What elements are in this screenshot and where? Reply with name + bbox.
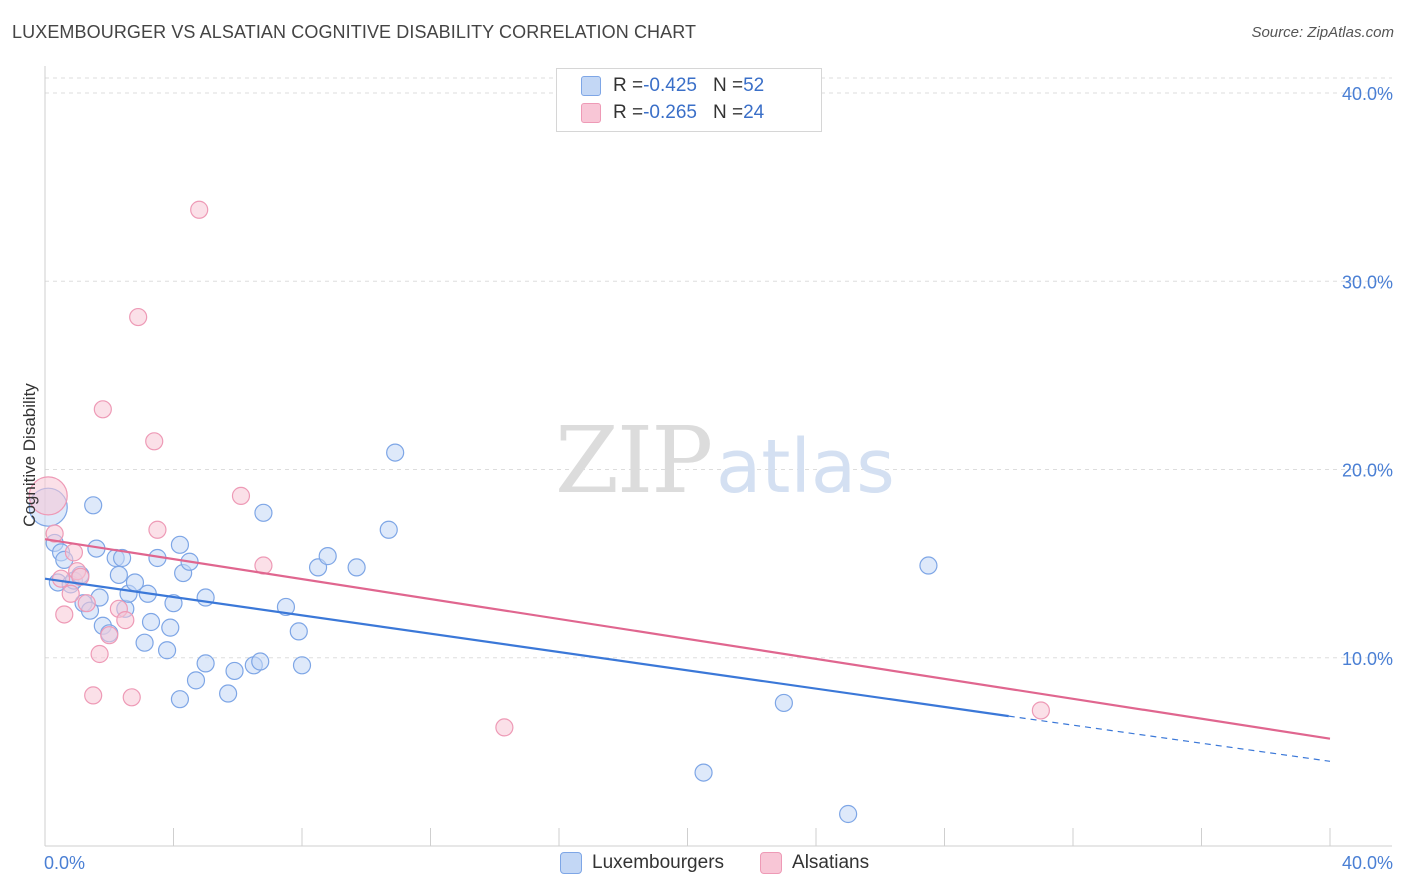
legend-n-value: 52 [743, 75, 765, 96]
luxembourger-point [347, 558, 366, 577]
legend-n-value: 24 [743, 102, 765, 123]
luxembourger-point [379, 520, 398, 539]
legend-swatch-luxembourgers [560, 852, 582, 874]
y-tick-labels: 10.0% 20.0% 30.0% 40.0% [1342, 84, 1393, 669]
luxembourger-point [164, 594, 183, 613]
luxembourger-point [254, 503, 273, 522]
luxembourger-point [318, 547, 337, 566]
legend-swatch-pink [581, 103, 601, 123]
luxembourger-point [774, 693, 793, 713]
legend-swatch-blue [581, 76, 601, 96]
luxembourger-point [161, 618, 180, 637]
alsatian-point [231, 486, 251, 505]
alsatian-point [116, 611, 135, 630]
y-tick-label: 40.0% [1342, 84, 1393, 104]
source-label: Source: ZipAtlas.com [1251, 24, 1394, 41]
trend-line-alsatians [44, 538, 1331, 740]
legend-r-value: -0.265 [643, 102, 697, 123]
trend-line-luxembourgers [44, 577, 1009, 718]
watermark-atlas: atlas [716, 424, 895, 510]
luxembourger-point [84, 496, 103, 515]
alsatian-point [93, 400, 112, 419]
alsatian-point [28, 476, 68, 516]
alsatian-point [84, 686, 103, 705]
y-axis-label: Cognitive Disability [20, 383, 39, 527]
alsatian-point [100, 626, 119, 645]
luxembourger-point [170, 535, 190, 554]
luxembourger-point [289, 622, 308, 641]
x-tick-label: 40.0% [1342, 853, 1393, 873]
alsatian-point [64, 543, 84, 562]
legend-item-luxembourgers[interactable]: Luxembourgers [560, 852, 724, 874]
legend-row-luxembourgers: R = -0.425 N = 52 [581, 74, 764, 98]
alsatian-point [71, 567, 90, 586]
alsatian-point [51, 569, 71, 588]
legend-label-luxembourgers: Luxembourgers [592, 852, 725, 873]
axes [44, 66, 1392, 847]
luxembourger-point [386, 443, 405, 462]
legend-r-value: -0.425 [643, 75, 697, 96]
alsatian-point [495, 718, 514, 737]
x-tick-labels: 0.0% 40.0% [44, 853, 1393, 873]
series-legend: Luxembourgers Alsatians [560, 852, 905, 874]
alsatian-point [145, 432, 164, 451]
legend-n-label: N = [712, 75, 744, 96]
luxembourger-point [141, 612, 161, 632]
correlation-legend: R = -0.425 N = 52 R = -0.265 N = 24 [556, 68, 822, 132]
luxembourger-point [219, 684, 238, 703]
luxembourger-point [186, 671, 206, 690]
alsatian-point [77, 594, 96, 613]
x-tick-label: 0.0% [44, 853, 85, 873]
alsatian-point [148, 520, 167, 539]
alsatian-point [55, 605, 74, 624]
y-tick-label: 20.0% [1342, 461, 1393, 481]
trend-line-luxembourgers-extension [1008, 715, 1331, 762]
alsatian-point [45, 524, 64, 543]
legend-swatch-alsatians [760, 852, 783, 874]
luxembourger-point [135, 633, 154, 652]
luxembourger-point [225, 661, 244, 681]
luxembourger-point [157, 641, 177, 660]
y-tick-label: 10.0% [1342, 649, 1393, 669]
legend-item-alsatians[interactable]: Alsatians [760, 852, 869, 874]
series-alsatians [28, 200, 1050, 737]
luxembourger-point [292, 656, 312, 675]
y-tick-label: 30.0% [1342, 272, 1393, 292]
luxembourger-point [276, 597, 296, 617]
legend-r-label: R = [613, 75, 644, 96]
luxembourger-point [112, 548, 132, 568]
chart-title: LUXEMBOURGER VS ALSATIAN COGNITIVE DISAB… [12, 22, 697, 42]
alsatian-point [61, 584, 80, 603]
luxembourger-point [839, 804, 858, 824]
alsatian-point [90, 644, 109, 664]
luxembourger-point [251, 652, 270, 671]
luxembourger-point [196, 654, 215, 673]
watermark-zip: ZIP [555, 407, 711, 514]
alsatian-point [122, 688, 141, 707]
luxembourger-point [694, 763, 713, 782]
watermark: ZIP atlas [555, 407, 895, 514]
alsatian-point [1031, 701, 1050, 720]
luxembourger-point [170, 690, 190, 709]
alsatian-point [129, 307, 148, 327]
alsatian-point [190, 200, 209, 219]
legend-r-label: R = [613, 102, 644, 123]
luxembourger-point [919, 556, 938, 575]
legend-n-label: N = [712, 102, 744, 123]
trend-lines [44, 538, 1331, 762]
luxembourger-point [109, 565, 128, 585]
legend-label-alsatians: Alsatians [792, 852, 870, 873]
legend-row-alsatians: R = -0.265 N = 24 [581, 101, 764, 125]
